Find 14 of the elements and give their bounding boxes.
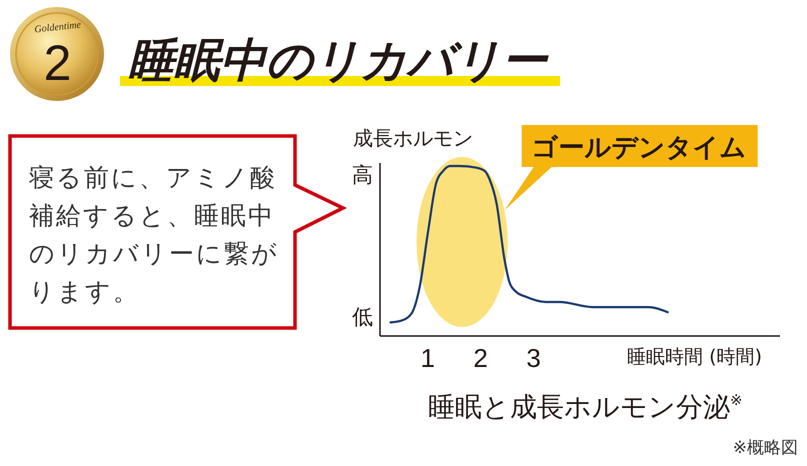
x-axis-title: 睡眠時間 (時間)	[627, 346, 762, 368]
text: 睡眠と成長ホルモン分泌$^{※}$	[428, 391, 742, 423]
text: 寝る前に、アミノ酸補給すると、睡眠中のリカバリーに繋がります。	[29, 163, 279, 306]
chart-title: 睡眠中のリカバリー	[128, 33, 549, 87]
text: Goldentime	[34, 20, 82, 36]
text: 2	[44, 35, 72, 91]
x-tick-label: 3	[526, 343, 541, 373]
text: ※概略図	[732, 438, 798, 458]
band-label: ゴールデンタイム	[532, 133, 747, 163]
text: 高	[352, 163, 373, 187]
text: 低	[352, 305, 373, 329]
x-tick-label: 2	[473, 343, 488, 373]
x-tick-label: 1	[420, 343, 435, 373]
y-axis-title: 成長ホルモン	[353, 126, 473, 150]
